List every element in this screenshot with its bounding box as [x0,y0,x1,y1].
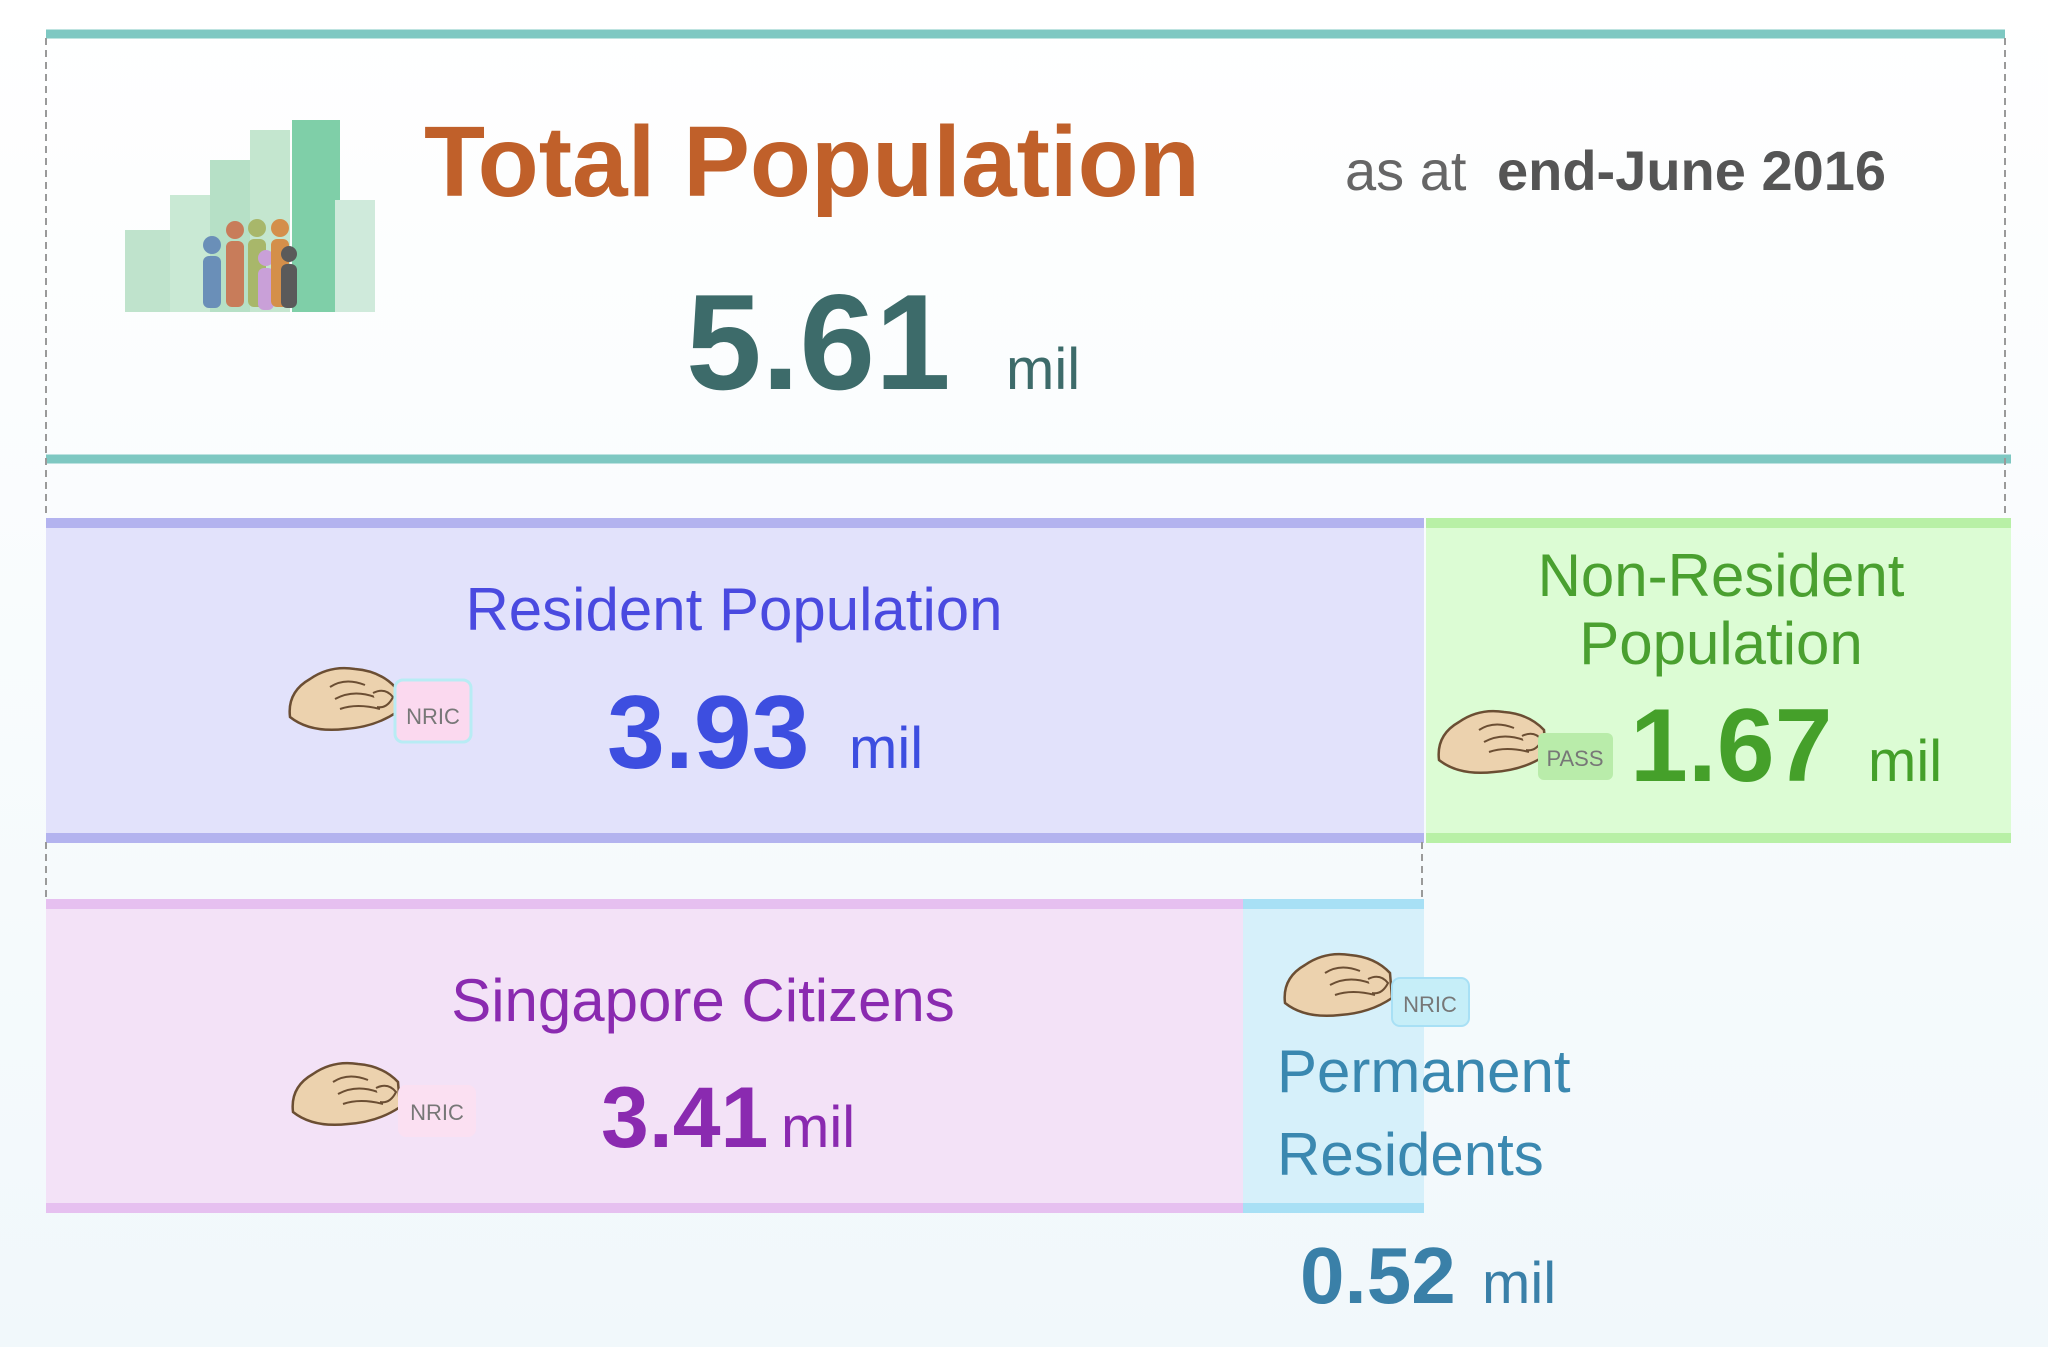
card [398,1085,476,1137]
resident-box [46,518,1424,842]
card [393,678,473,744]
pr-box [1243,899,1424,1212]
subtitle-date: end-June 2016 [1497,139,1886,202]
box-unit: mil [1868,729,1942,794]
card-text: NRIC [406,704,460,729]
box-value: 3.41 [601,1070,768,1166]
card-text: NRIC [410,1100,464,1125]
card-text: NRIC [1403,992,1457,1017]
citizens-box [46,899,1243,1212]
box-unit: mil [781,1095,855,1160]
box-value: 3.93 [607,675,809,791]
non-resident-box [1426,518,2011,842]
total-unit: mil [1006,337,1080,402]
title: Total Population [424,106,1200,218]
box-unit: mil [1482,1251,1556,1316]
box-unit: mil [849,716,923,781]
population-icon [125,120,375,312]
box-value: 1.67 [1630,688,1832,804]
box-label: Singapore Citizens [451,967,955,1034]
box-value: 0.52 [1300,1231,1456,1320]
box-label: Resident Population [465,576,1002,643]
box-label: Residents [1277,1121,1544,1188]
card [1538,733,1613,780]
box-label: Non-Resident [1538,542,1905,609]
total-value: 5.61 [686,266,951,418]
box-label: Population [1579,610,1863,677]
subtitle-prefix: as at [1345,139,1467,202]
box-label: Permanent [1277,1038,1571,1105]
card-text: PASS [1546,746,1603,771]
card [1391,977,1470,1027]
